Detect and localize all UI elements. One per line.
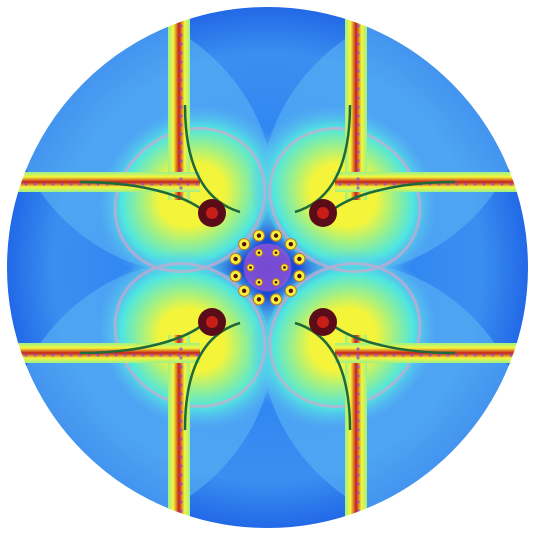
vertical-strips <box>168 6 367 529</box>
lobe-rings <box>113 127 422 408</box>
dark-spots <box>198 199 337 336</box>
disc-edge <box>6 6 529 529</box>
central-ring <box>229 229 306 306</box>
lobe-arcs <box>79 104 456 431</box>
